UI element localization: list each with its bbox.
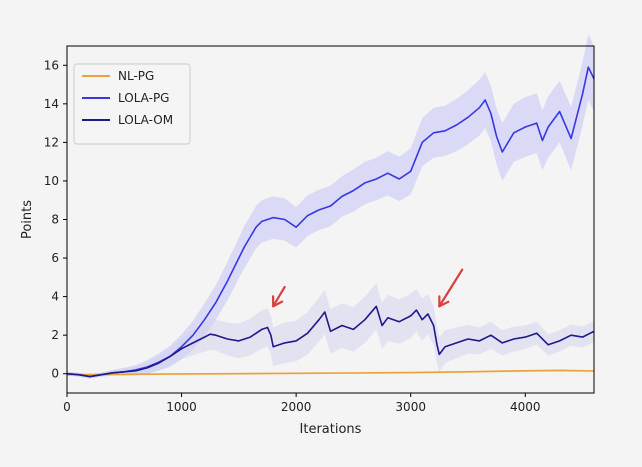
legend: NL-PG LOLA-PG LOLA-OM — [73, 63, 191, 145]
x-tick-label: 3000 — [395, 400, 426, 414]
y-tick-label: 12 — [44, 135, 59, 149]
y-tick-label: 8 — [51, 213, 59, 227]
red-arrow-1 — [272, 285, 286, 308]
y-tick-label: 6 — [51, 251, 59, 265]
series-lines — [66, 66, 595, 378]
legend-label-lola-om: LOLA-OM — [118, 113, 173, 127]
series-line-lola-om — [66, 305, 595, 378]
x-tick-label: 1000 — [166, 400, 197, 414]
y-tick-label: 2 — [51, 328, 59, 342]
y-tick-label: 4 — [51, 290, 59, 304]
series-line-nl-pg — [66, 369, 595, 376]
x-axis-label: Iterations — [300, 422, 362, 437]
red-arrow-2 — [438, 268, 464, 308]
annotation-arrows — [272, 268, 464, 308]
x-tick-label: 2000 — [281, 400, 312, 414]
y-tick-label: 16 — [44, 58, 59, 72]
legend-box — [73, 63, 191, 145]
x-axis-ticks: 0 1000 2000 3000 4000 — [63, 393, 541, 414]
legend-label-lola-pg: LOLA-PG — [118, 91, 169, 105]
y-tick-label: 14 — [44, 97, 59, 111]
y-tick-label: 0 — [51, 367, 59, 381]
y-tick-label: 10 — [44, 174, 59, 188]
y-axis-label: Points — [20, 200, 35, 239]
legend-label-nl-pg: NL-PG — [118, 69, 154, 83]
y-axis-ticks: 0 2 4 6 8 10 12 14 16 — [44, 58, 67, 381]
x-tick-label: 4000 — [510, 400, 541, 414]
x-tick-label: 0 — [63, 400, 71, 414]
